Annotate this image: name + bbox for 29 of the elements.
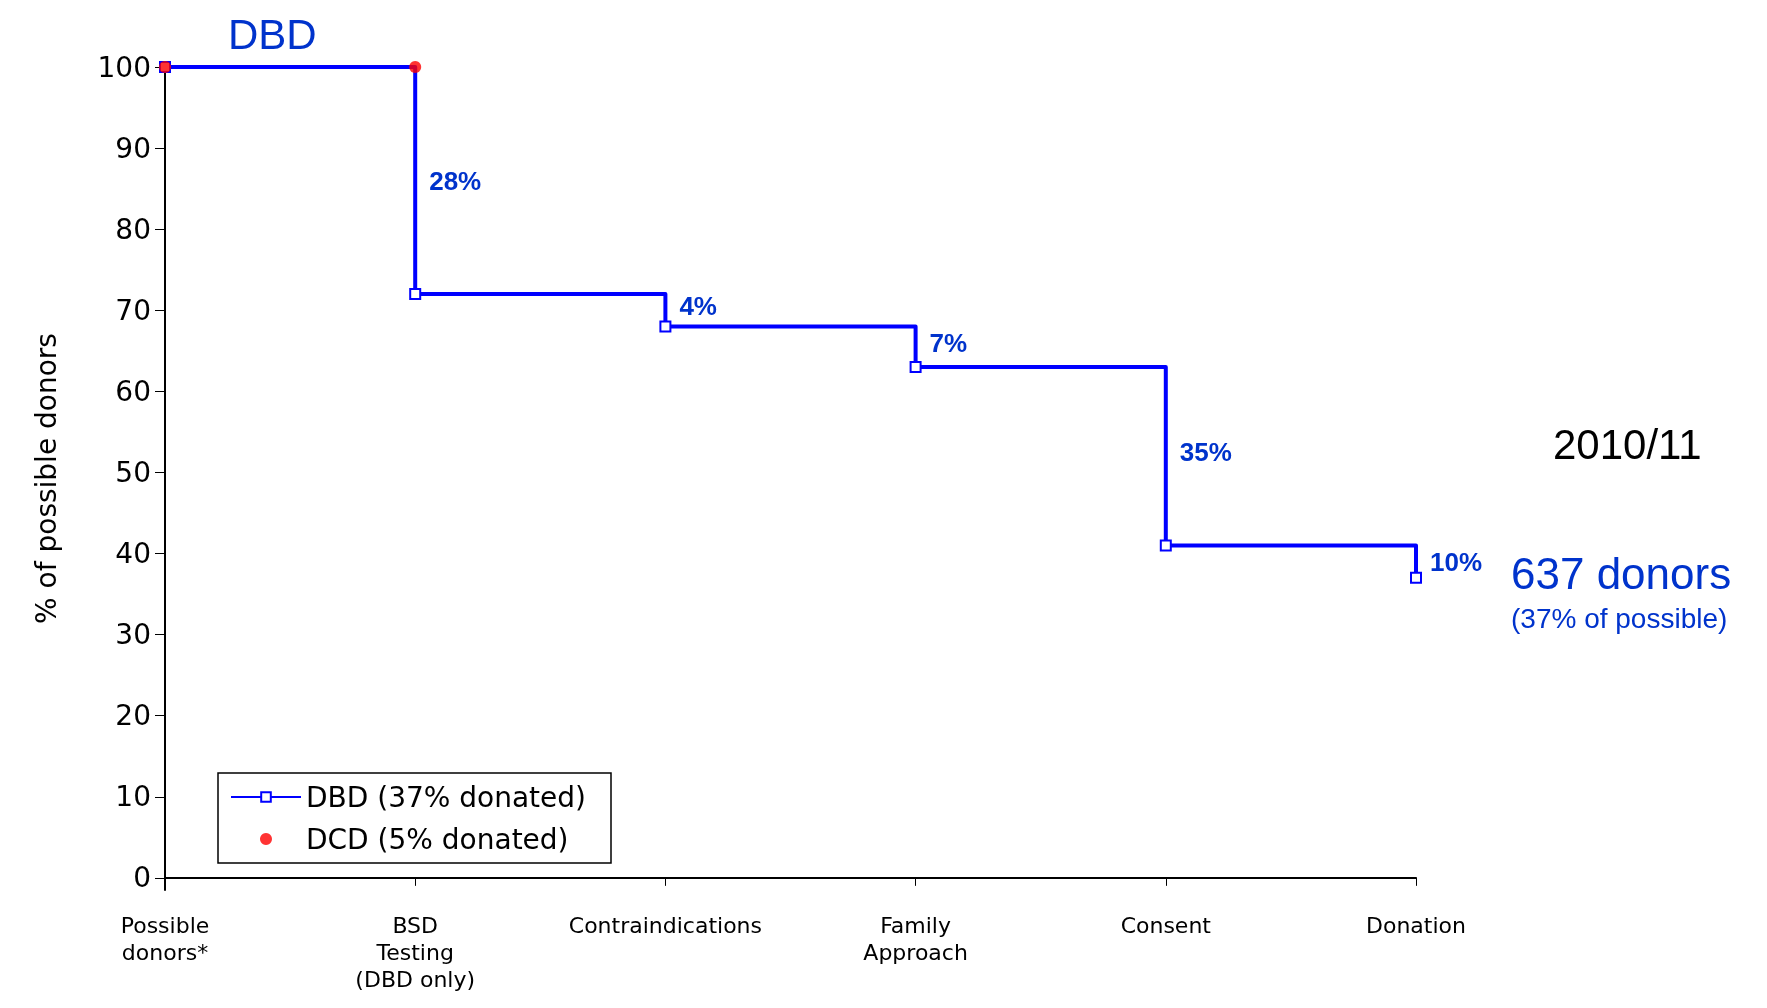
y-tick-label: 0	[133, 861, 151, 895]
y-axis-title: % of possible donors	[29, 333, 63, 624]
legend-label: DBD (37% donated)	[306, 780, 586, 814]
y-tick-label: 60	[115, 374, 151, 408]
x-tick-label: Possible donors*	[120, 913, 210, 965]
text: (37% of possible)	[1511, 603, 1728, 635]
x-tick-label: Contraindications	[568, 913, 763, 938]
chart-title: DBD	[228, 10, 317, 58]
annotation: 637 donors	[1511, 549, 1732, 599]
annotation: 4%	[679, 291, 717, 322]
annotation: 10%	[1430, 546, 1483, 577]
y-tick-label: 80	[115, 212, 151, 246]
y-tick-label: 40	[115, 537, 151, 570]
annotation: 7%	[929, 327, 968, 358]
annotation: 28%	[429, 165, 482, 196]
x-tick-label: Consent	[1120, 913, 1212, 938]
y-tick-label: 50	[115, 455, 151, 489]
annotation: 35%	[1179, 437, 1232, 468]
y-tick-label: 90	[115, 131, 151, 165]
y-tick-label: 10	[115, 780, 151, 814]
text: 2010/11	[1553, 420, 1702, 468]
y-tick-label: 70	[115, 293, 151, 327]
y-tick-label: 100	[97, 50, 151, 84]
y-tick-label: 30	[115, 618, 151, 652]
x-tick-label: BSD Testing (DBD only)	[355, 913, 476, 992]
legend-label: DCD (5% donated)	[306, 822, 569, 856]
x-tick-label: Family Approach	[863, 913, 968, 965]
x-tick-label: Donation	[1366, 913, 1466, 938]
y-tick-label: 20	[115, 699, 151, 733]
